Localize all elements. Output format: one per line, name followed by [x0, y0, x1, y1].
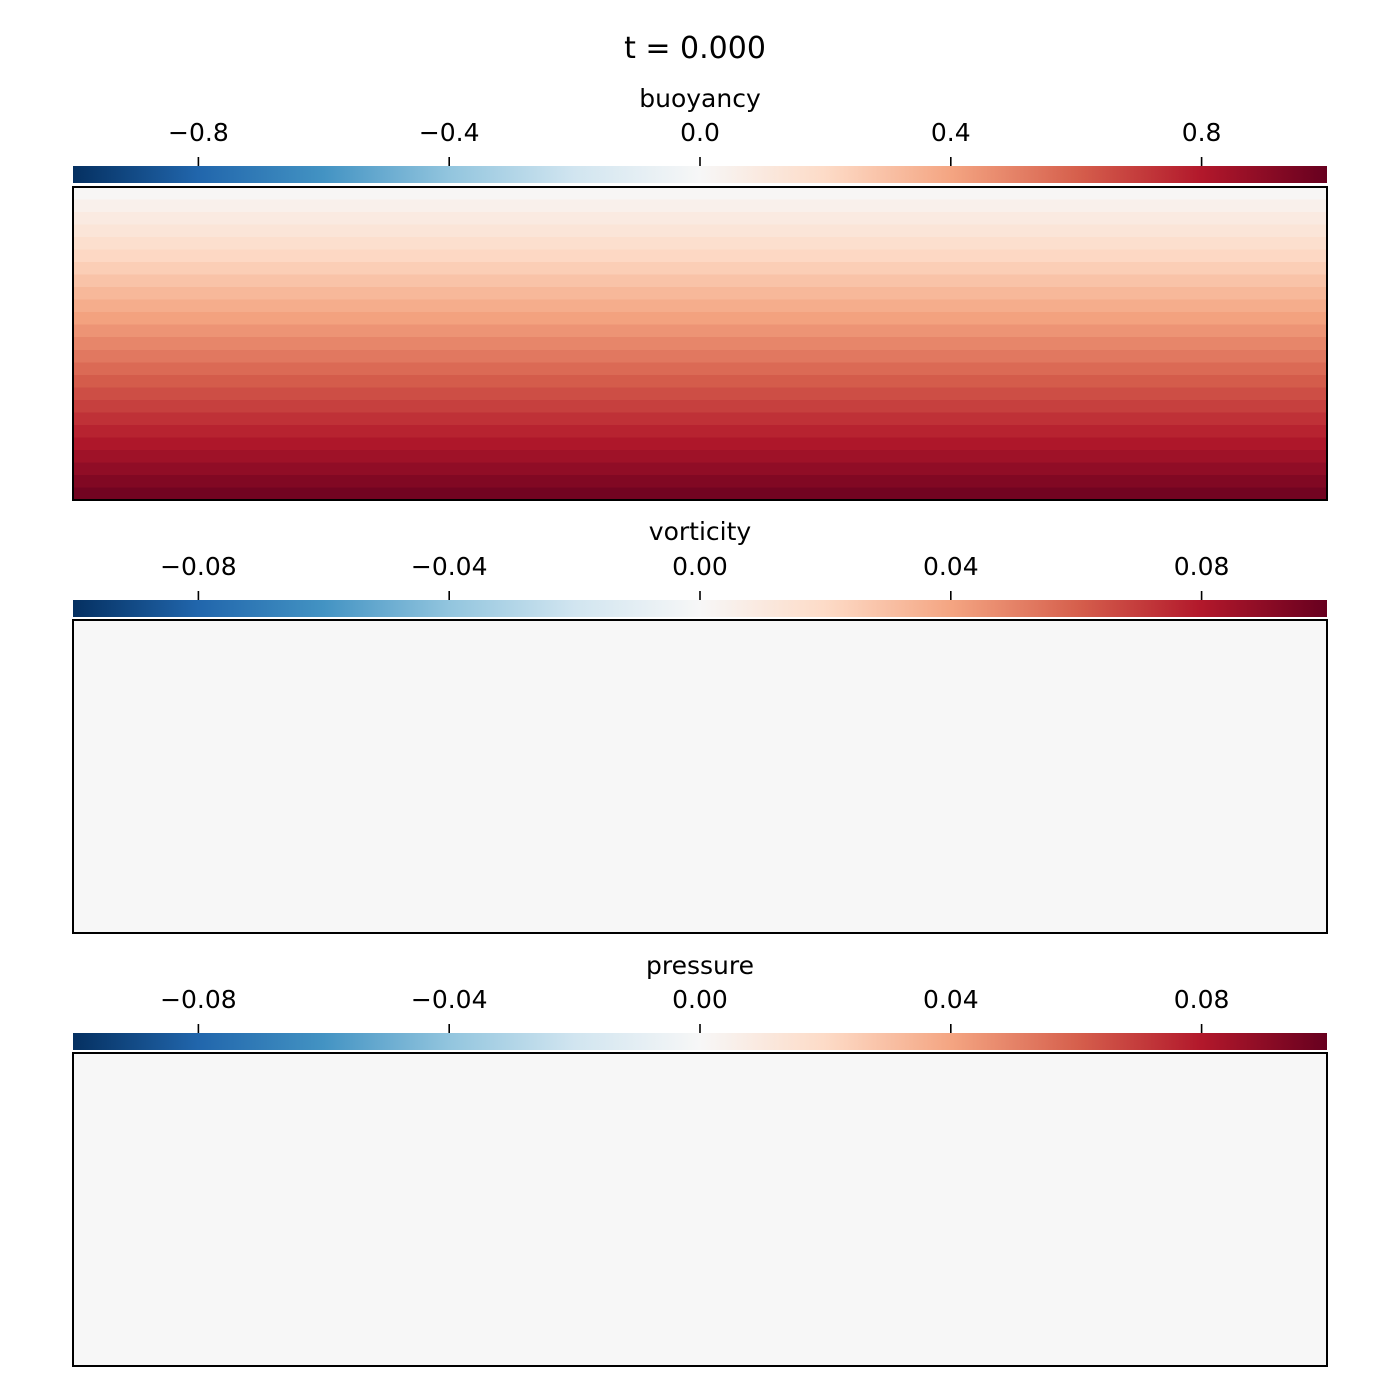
heatmap-row: [73, 1053, 1327, 1367]
colorbar-tick-label: 0.8: [1182, 118, 1222, 147]
heatmap-row: [73, 437, 1327, 451]
heatmap-row: [73, 299, 1327, 313]
axes-frame: [72, 619, 1328, 934]
heatmap-row: [73, 412, 1327, 426]
heatmap-row: [73, 449, 1327, 464]
colorbar-tick-label: −0.8: [168, 118, 229, 147]
heatmap-row: [73, 487, 1327, 501]
figure-title: t = 0.000: [624, 31, 766, 66]
colorbar-tick-label: 0.0: [680, 118, 720, 147]
colorbar-label: buoyancy: [639, 84, 761, 113]
axes-frame: [72, 186, 1328, 501]
heatmap-row: [73, 249, 1327, 263]
panel-vorticity: vorticity −0.08 −0.04 0.00 0.04 0.08: [72, 517, 1328, 934]
colorbar-tick-label: 0.4: [931, 118, 971, 147]
heatmap-row: [73, 224, 1327, 238]
colorbar-tick-label: −0.4: [419, 118, 480, 147]
heatmap-row: [73, 312, 1327, 326]
colorbar-label: vorticity: [649, 517, 752, 546]
colorbar-tick-label: 0.00: [672, 552, 728, 581]
colorbar-tick-label: 0.08: [1174, 985, 1230, 1014]
heatmap-row: [73, 287, 1327, 301]
heatmap-row: [73, 262, 1327, 276]
heatmap-row: [73, 237, 1327, 251]
colorbar-tick-label: −0.08: [160, 985, 237, 1014]
colorbar-tick-label: −0.04: [411, 985, 488, 1014]
colorbar-tick-label: 0.04: [923, 552, 979, 581]
heatmap-row: [73, 362, 1327, 376]
heatmap-row: [73, 199, 1327, 213]
heatmap-row: [73, 387, 1327, 401]
heatmap-row: [73, 187, 1327, 201]
heatmap-row: [73, 399, 1327, 413]
colorbar-label: pressure: [646, 951, 754, 980]
heatmap-row: [73, 462, 1327, 476]
heatmap-row: [73, 474, 1327, 489]
colorbar: [73, 166, 1327, 183]
heatmap-row: [73, 424, 1327, 438]
colorbar-tick-label: 0.04: [923, 985, 979, 1014]
heatmap-row: [73, 212, 1327, 226]
colorbar: [73, 1033, 1327, 1050]
heatmap-row: [73, 337, 1327, 351]
heatmap-row: [73, 374, 1327, 388]
colorbar-tick-label: 0.00: [672, 985, 728, 1014]
heatmap-row: [73, 620, 1327, 934]
panel-buoyancy: buoyancy −0.8 −0.4 0.0 0.4 0.8: [72, 84, 1328, 501]
colorbar-tick-label: 0.08: [1174, 552, 1230, 581]
panels: buoyancy −0.8 −0.4 0.0 0.4 0.8 vorticity −0.08 −…: [72, 84, 1328, 1367]
heatmap-row: [73, 349, 1327, 363]
colorbar-tick-label: −0.04: [411, 552, 488, 581]
heatmap-row: [73, 324, 1327, 338]
colorbar: [73, 600, 1327, 617]
heatmap-row: [73, 274, 1327, 288]
colorbar-tick-label: −0.08: [160, 552, 237, 581]
axes-frame: [72, 1052, 1328, 1367]
panel-pressure: pressure −0.08 −0.04 0.00 0.04 0.08: [72, 951, 1328, 1367]
